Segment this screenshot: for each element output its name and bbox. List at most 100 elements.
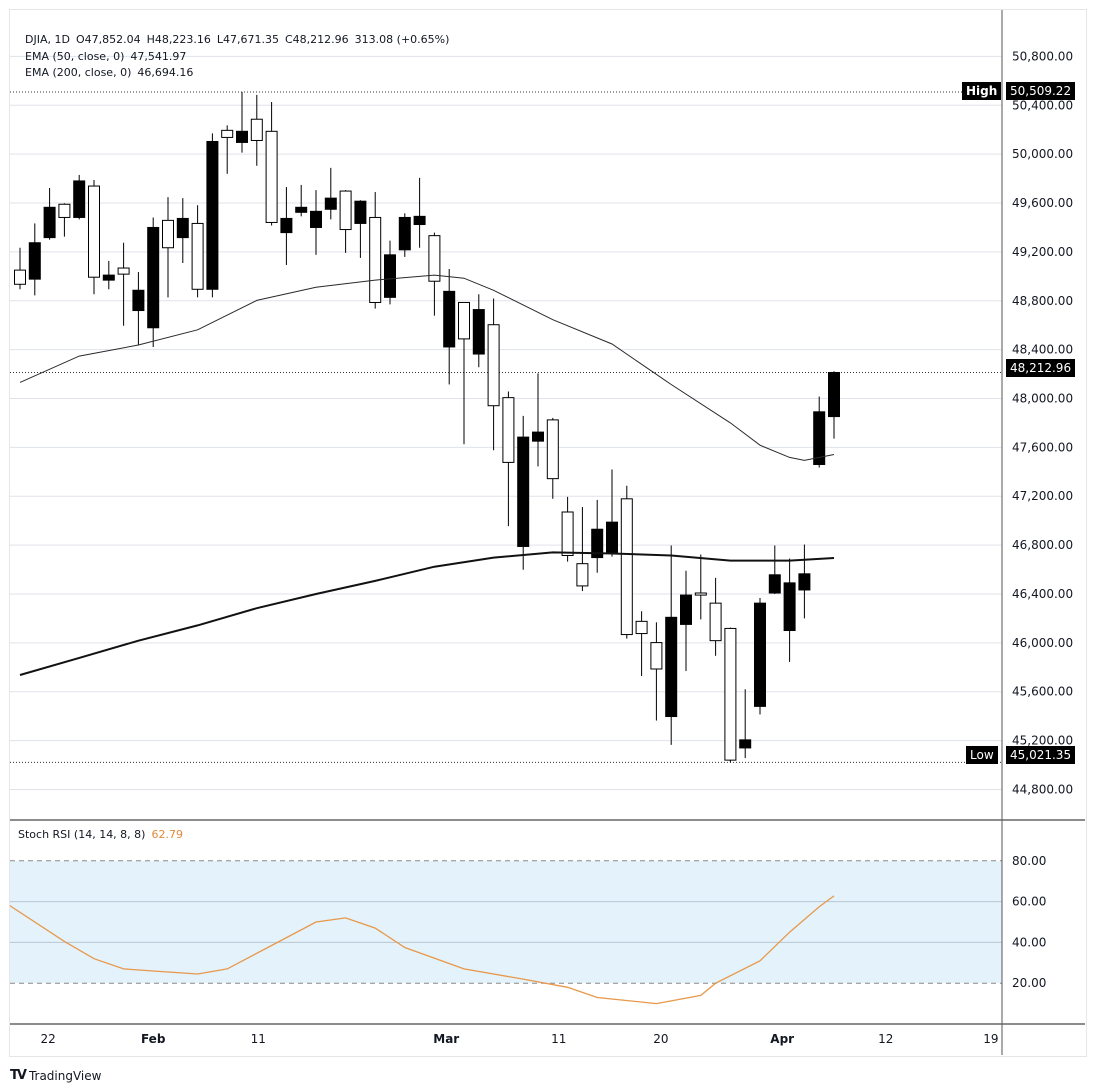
- candle-down[interactable]: [117, 242, 130, 326]
- ema50-value: 47,541.97: [130, 50, 187, 63]
- candle-up[interactable]: [783, 558, 796, 662]
- candle-up[interactable]: [754, 598, 766, 715]
- symbol-label[interactable]: DJIA, 1D: [25, 33, 70, 46]
- candle-down[interactable]: [191, 205, 204, 298]
- candle-down[interactable]: [546, 417, 559, 499]
- candle-body: [369, 216, 382, 303]
- candle-up[interactable]: [147, 217, 160, 347]
- candle-down[interactable]: [265, 101, 278, 226]
- candle-up[interactable]: [73, 174, 86, 220]
- candle-body: [561, 511, 574, 556]
- candle-down[interactable]: [694, 554, 707, 620]
- ema200-value: 46,694.16: [137, 66, 194, 79]
- candle-body: [354, 200, 367, 224]
- time-tick-label: 20: [653, 1032, 668, 1046]
- candle-body: [162, 219, 174, 249]
- candle-down[interactable]: [58, 203, 71, 237]
- candle-down[interactable]: [428, 232, 441, 316]
- high-value: H48,223.16: [146, 33, 211, 46]
- candle-down[interactable]: [709, 577, 722, 656]
- stoch-rsi-line[interactable]: [5, 895, 835, 1005]
- price-tick-label: 46,000.00: [1012, 636, 1073, 650]
- candle-up[interactable]: [472, 294, 485, 368]
- candle-up[interactable]: [384, 240, 396, 305]
- candle-body: [132, 289, 145, 312]
- candle-up[interactable]: [665, 545, 678, 745]
- low-marker-value: 45,021.35: [1006, 746, 1076, 764]
- candle-body: [206, 140, 219, 290]
- candle-up[interactable]: [206, 133, 219, 298]
- candle-body: [739, 739, 752, 749]
- candle-up[interactable]: [295, 184, 308, 217]
- candle-body: [487, 324, 500, 407]
- candle-down[interactable]: [250, 94, 263, 166]
- candle-down[interactable]: [635, 611, 648, 677]
- candle-down[interactable]: [221, 125, 234, 174]
- candle-body: [147, 226, 160, 329]
- ema50-line[interactable]: [19, 274, 835, 461]
- candle-body: [620, 498, 633, 636]
- ema200-legend[interactable]: EMA (200, close, 0) 46,694.16: [18, 53, 199, 79]
- candle-up[interactable]: [606, 469, 618, 557]
- candle-up[interactable]: [591, 499, 604, 573]
- candle-up[interactable]: [517, 415, 530, 570]
- candle-up[interactable]: [236, 91, 248, 153]
- tradingview-brand[interactable]: TV TradingView: [10, 1068, 101, 1083]
- candle-up[interactable]: [532, 373, 544, 467]
- candle-down[interactable]: [487, 298, 500, 451]
- candle-up[interactable]: [132, 272, 145, 345]
- candle-body: [591, 528, 604, 559]
- candle-up[interactable]: [43, 188, 56, 240]
- candle-up[interactable]: [443, 269, 456, 385]
- price-tick-label: 47,600.00: [1012, 440, 1073, 454]
- candle-body: [606, 521, 618, 553]
- candle-down[interactable]: [14, 247, 26, 290]
- candle-up[interactable]: [680, 570, 692, 671]
- candle-down[interactable]: [162, 197, 174, 298]
- ema200-line[interactable]: [19, 551, 835, 676]
- candle-down[interactable]: [561, 496, 574, 562]
- stoch-legend[interactable]: Stoch RSI (14, 14, 8, 8) 62.79: [18, 828, 183, 841]
- candle-down[interactable]: [650, 622, 663, 721]
- candle-body: [650, 642, 663, 670]
- candle-up[interactable]: [176, 198, 189, 264]
- change-value: 313.08 (+0.65%): [354, 33, 450, 46]
- candle-up[interactable]: [739, 689, 752, 759]
- price-tick-label: 49,200.00: [1012, 245, 1073, 259]
- candle-body: [176, 217, 189, 239]
- candle-up[interactable]: [102, 260, 115, 290]
- time-tick-label: 11: [551, 1032, 566, 1046]
- candle-down[interactable]: [502, 391, 515, 527]
- candle-down[interactable]: [458, 301, 470, 445]
- price-tick-label: 46,800.00: [1012, 538, 1073, 552]
- price-tick-label: 44,800.00: [1012, 782, 1073, 796]
- candle-down[interactable]: [620, 485, 633, 639]
- candle-down[interactable]: [576, 506, 589, 592]
- candle-down[interactable]: [88, 179, 100, 295]
- candle-up[interactable]: [798, 544, 811, 619]
- candle-up[interactable]: [828, 371, 840, 439]
- candle-up[interactable]: [354, 200, 367, 258]
- candle-up[interactable]: [413, 177, 426, 248]
- candle-up[interactable]: [28, 223, 41, 296]
- time-tick-label: 19: [983, 1032, 998, 1046]
- price-tick-label: 48,400.00: [1012, 343, 1073, 357]
- price-tick-label: 47,200.00: [1012, 489, 1073, 503]
- price-tick-label: 50,000.00: [1012, 147, 1073, 161]
- candle-up[interactable]: [768, 545, 781, 594]
- candle-up[interactable]: [280, 187, 293, 265]
- candle-body: [532, 431, 544, 442]
- candle-down[interactable]: [724, 627, 737, 763]
- ema50-legend[interactable]: EMA (50, close, 0) 47,541.97: [18, 37, 192, 63]
- candle-up[interactable]: [398, 213, 411, 257]
- candle-body: [443, 290, 456, 348]
- candle-body: [384, 254, 396, 298]
- candle-down[interactable]: [369, 192, 382, 309]
- time-tick-label: 22: [40, 1032, 55, 1046]
- candle-down[interactable]: [339, 190, 352, 253]
- price-tick-label: 46,400.00: [1012, 587, 1073, 601]
- candle-up[interactable]: [324, 167, 337, 220]
- candle-up[interactable]: [813, 396, 826, 468]
- candle-up[interactable]: [310, 190, 322, 255]
